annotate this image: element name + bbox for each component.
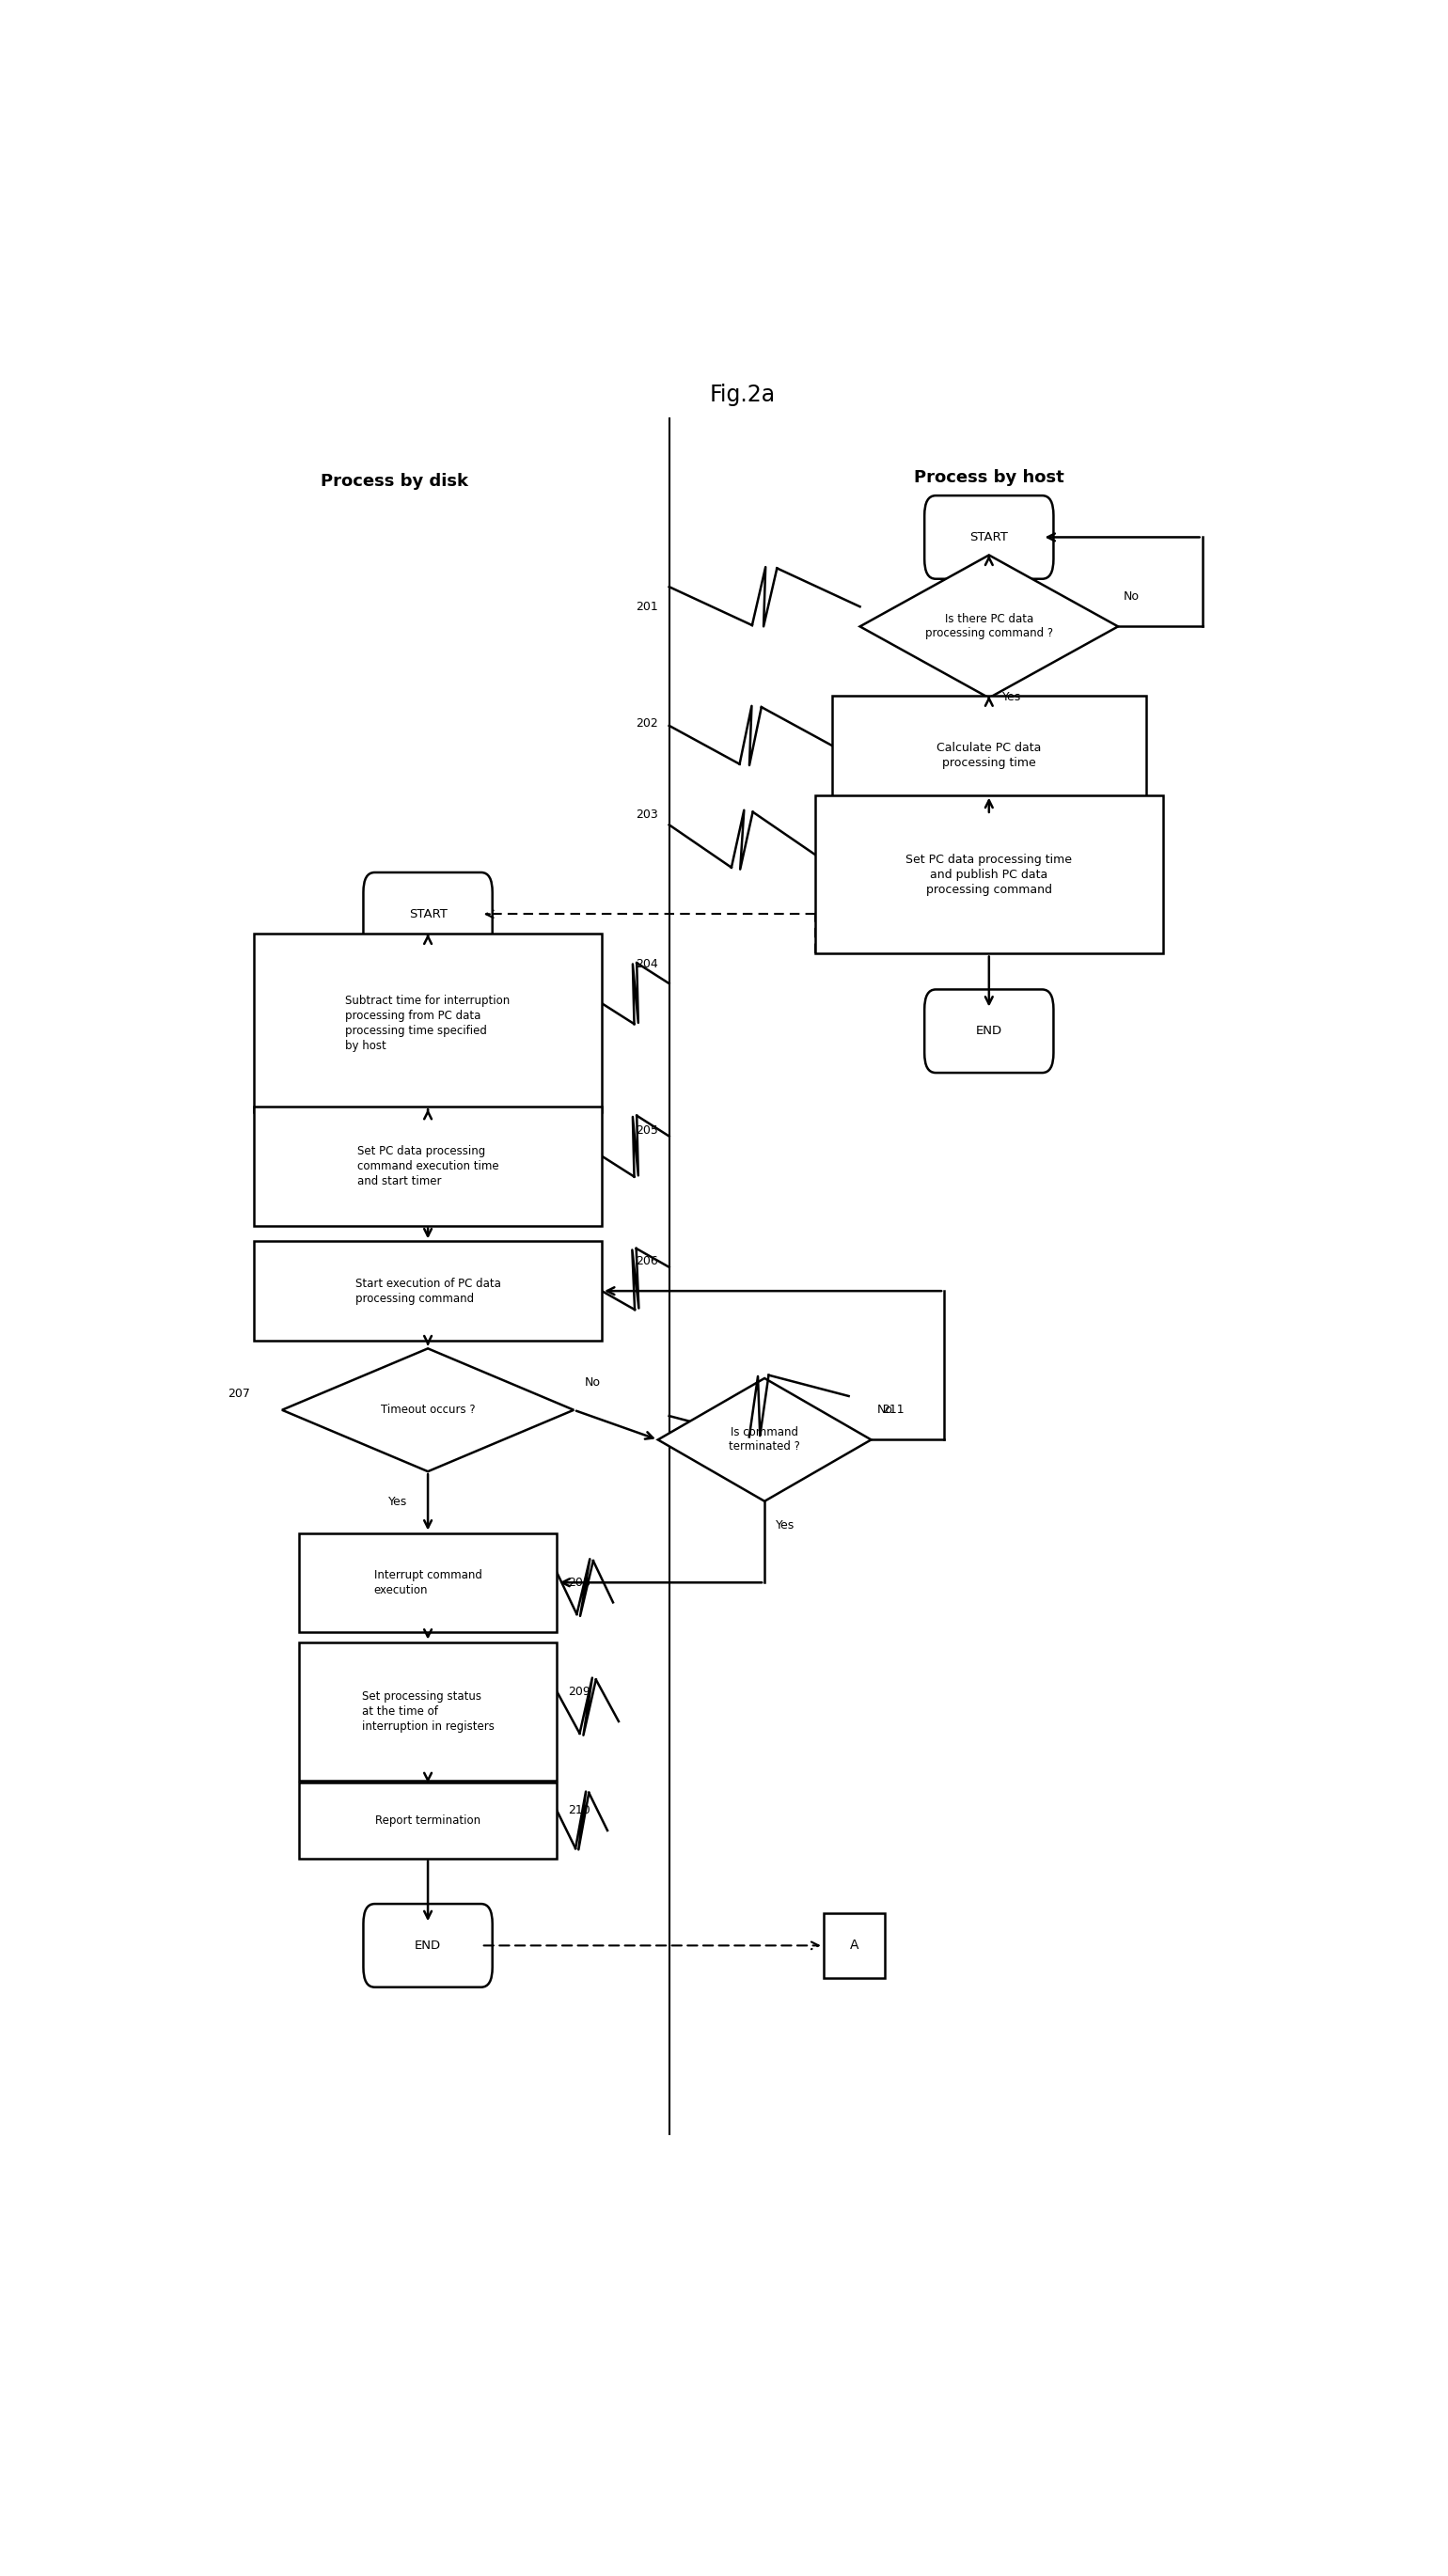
Text: END: END: [976, 1025, 1002, 1038]
FancyBboxPatch shape: [253, 1108, 602, 1226]
Text: 205: 205: [636, 1123, 657, 1136]
Text: A: A: [850, 1940, 859, 1953]
Text: 210: 210: [568, 1806, 591, 1816]
Text: Subtract time for interruption
processing from PC data
processing time specified: Subtract time for interruption processin…: [346, 994, 510, 1051]
FancyBboxPatch shape: [253, 1242, 602, 1340]
FancyBboxPatch shape: [363, 1904, 492, 1986]
Text: Process by host: Process by host: [914, 469, 1064, 487]
Text: Yes: Yes: [1002, 690, 1021, 703]
Text: Fig.2a: Fig.2a: [710, 384, 775, 404]
Text: Is there PC data
processing command ?: Is there PC data processing command ?: [925, 613, 1053, 639]
Text: 206: 206: [636, 1255, 657, 1267]
FancyBboxPatch shape: [824, 1914, 885, 1978]
Text: Set PC data processing time
and publish PC data
processing command: Set PC data processing time and publish …: [906, 853, 1072, 896]
Text: Set processing status
at the time of
interruption in registers: Set processing status at the time of int…: [362, 1690, 494, 1734]
Text: Set PC data processing
command execution time
and start timer: Set PC data processing command execution…: [358, 1144, 498, 1188]
FancyBboxPatch shape: [363, 873, 492, 956]
FancyBboxPatch shape: [831, 696, 1147, 814]
Text: Process by disk: Process by disk: [320, 474, 468, 489]
Text: 211: 211: [882, 1404, 905, 1417]
Text: No: No: [877, 1404, 893, 1417]
Text: 207: 207: [229, 1388, 251, 1401]
Text: 208: 208: [568, 1577, 591, 1589]
Text: Report termination: Report termination: [375, 1814, 481, 1826]
Text: 204: 204: [636, 958, 657, 969]
FancyBboxPatch shape: [298, 1783, 557, 1857]
Text: Interrupt command
execution: Interrupt command execution: [374, 1569, 482, 1597]
Text: 209: 209: [568, 1685, 591, 1698]
FancyBboxPatch shape: [253, 935, 602, 1113]
Text: 202: 202: [636, 719, 657, 729]
Text: END: END: [414, 1940, 442, 1953]
Text: No: No: [585, 1376, 601, 1388]
Text: Timeout occurs ?: Timeout occurs ?: [381, 1404, 475, 1417]
Polygon shape: [860, 554, 1118, 698]
FancyBboxPatch shape: [924, 989, 1054, 1072]
FancyBboxPatch shape: [298, 1641, 557, 1780]
Text: Start execution of PC data
processing command: Start execution of PC data processing co…: [355, 1278, 501, 1303]
Text: 203: 203: [636, 809, 657, 822]
FancyBboxPatch shape: [298, 1533, 557, 1633]
Text: START: START: [408, 907, 447, 920]
Polygon shape: [657, 1378, 872, 1502]
Text: No: No: [1124, 590, 1140, 603]
Text: 201: 201: [636, 600, 657, 613]
Text: START: START: [970, 531, 1008, 544]
Text: Yes: Yes: [388, 1497, 408, 1510]
Text: Yes: Yes: [776, 1520, 795, 1530]
Polygon shape: [282, 1347, 573, 1471]
FancyBboxPatch shape: [924, 495, 1054, 580]
FancyBboxPatch shape: [815, 796, 1163, 953]
Text: Calculate PC data
processing time: Calculate PC data processing time: [937, 742, 1041, 770]
Text: Is command
terminated ?: Is command terminated ?: [728, 1427, 801, 1453]
